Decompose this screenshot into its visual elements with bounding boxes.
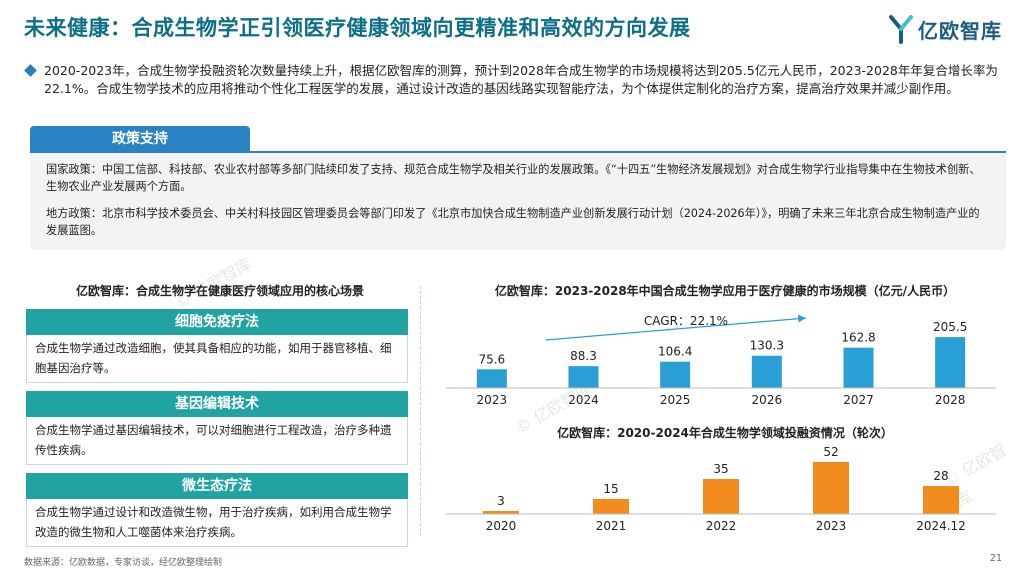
bar: [593, 499, 629, 514]
data-label: 88.3: [570, 349, 597, 363]
bar: [843, 347, 874, 388]
diamond-bullet-icon: [24, 64, 37, 77]
brand-logo: 亿欧智库: [888, 14, 1002, 44]
scene-desc-cell-therapy: 合成生物学通过改造细胞，使其具备相应的功能，如用于器官移植、细胞基因治疗等。: [26, 335, 408, 383]
policy-divider: [30, 151, 1006, 153]
x-tick-label: 2024.12: [916, 519, 966, 533]
yiou-logo-icon: [889, 15, 913, 44]
local-policy-text: 地方政策：北京市科学技术委员会、中关村科技园区管理委员会等部门印发了《北京市加快…: [46, 207, 980, 237]
bar: [476, 369, 507, 388]
data-label: 3: [497, 494, 505, 508]
x-tick-label: 2026: [752, 393, 783, 407]
intro-paragraph: 2020-2023年，合成生物学投融资轮次数量持续上升，根据亿欧智库的测算，预计…: [24, 62, 1006, 98]
bar: [703, 479, 739, 514]
bar: [568, 366, 599, 388]
bar: [483, 511, 519, 514]
data-label: 162.8: [841, 331, 875, 345]
data-label: 15: [603, 482, 618, 496]
data-source: 数据来源：亿欧数据，专家访谈，经亿欧整理绘制: [24, 558, 223, 568]
scene-desc-microbiome: 合成生物学通过设计和改造微生物，用于治疗疾病，如利用合成生物学改造的微生物和人工…: [26, 499, 408, 547]
section-divider: [420, 286, 421, 536]
brand-name: 亿欧智库: [918, 18, 1002, 43]
scenes-heading: 亿欧智库：合成生物学在健康医疗领域应用的核心场景: [75, 284, 364, 298]
intro-text: 2020-2023年，合成生物学投融资轮次数量持续上升，根据亿欧智库的测算，预计…: [44, 63, 998, 96]
x-tick-label: 2020: [486, 519, 517, 533]
bar: [751, 355, 782, 388]
x-tick-label: 2024: [568, 393, 599, 407]
funding-rounds-chart: 3 2020 15 2021 35 2022 52 2023 28 2024.12: [446, 445, 996, 533]
policy-tab: 政策支持: [30, 126, 250, 152]
data-label: 106.4: [658, 345, 692, 359]
data-label: 35: [713, 462, 728, 476]
national-policy-text: 国家政策：中国工信部、科技部、农业农村部等多部门陆续印发了支持、规范合成生物学及…: [46, 163, 981, 193]
policy-box: 国家政策：中国工信部、科技部、农业农村部等多部门陆续印发了支持、规范合成生物学及…: [30, 153, 1006, 250]
x-tick-label: 2022: [706, 519, 737, 533]
page-number: 21: [989, 553, 1002, 564]
scene-title-cell-therapy: 细胞免疫疗法: [26, 309, 408, 335]
data-label: 130.3: [750, 339, 784, 353]
scene-title-gene-editing: 基因编辑技术: [26, 391, 408, 417]
scene-desc-gene-editing: 合成生物学通过基因编辑技术，可以对细胞进行工程改造，治疗多种遗传性疾病。: [26, 417, 408, 465]
x-tick-label: 2025: [660, 393, 691, 407]
cagr-arrow: [545, 314, 807, 341]
market-size-chart: 75.6 2023 88.3 2024 106.4 2025 130.3 2026 162.8 2…: [446, 314, 996, 407]
cagr-annotation: CAGR：22.1%: [644, 314, 728, 328]
data-label: 75.6: [478, 352, 505, 366]
x-tick-label: 2023: [477, 393, 508, 407]
market-chart-title: 亿欧智库：2023-2028年中国合成生物学应用于医疗健康的市场规模（亿元/人民…: [494, 284, 956, 298]
bar: [923, 486, 959, 514]
x-tick-label: 2021: [596, 519, 627, 533]
bar: [935, 337, 966, 388]
bar: [660, 361, 691, 388]
page-title: 未来健康：合成生物学正引领医疗健康领域向更精准和高效的方向发展: [24, 16, 691, 40]
scene-title-microbiome: 微生态疗法: [26, 473, 408, 499]
data-label: 28: [933, 469, 948, 483]
x-tick-label: 2023: [816, 519, 847, 533]
x-tick-label: 2027: [843, 393, 874, 407]
bar: [813, 462, 849, 514]
data-label: 52: [823, 445, 838, 459]
x-tick-label: 2028: [935, 393, 966, 407]
data-label: 205.5: [933, 320, 967, 334]
funding-chart-title: 亿欧智库：2020-2024年合成生物学领域投融资情况（轮次）: [557, 426, 893, 440]
